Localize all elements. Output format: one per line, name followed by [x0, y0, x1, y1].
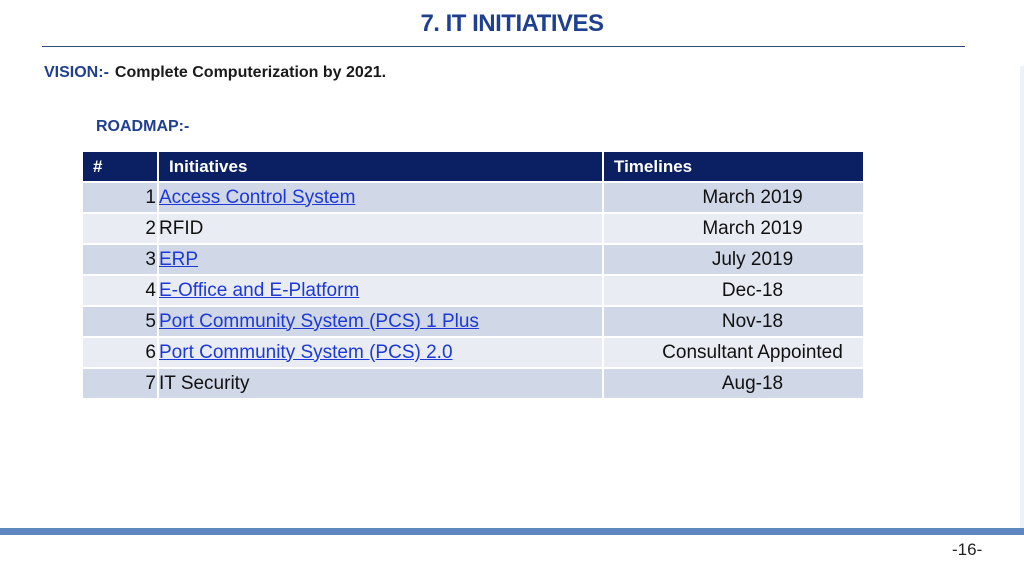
header-number: # [83, 152, 159, 182]
row-number: 6 [83, 336, 159, 368]
initiatives-table: # Initiatives Timelines 1 Access Control … [83, 152, 863, 398]
row-number: 4 [83, 274, 159, 306]
row-number: 5 [83, 305, 159, 337]
row-number: 1 [83, 181, 159, 213]
row-number: 2 [83, 212, 159, 244]
row-number: 3 [83, 243, 159, 275]
page-number: -16- [952, 540, 983, 559]
row-timeline: July 2019 [603, 243, 863, 275]
initiative-link[interactable]: Port Community System (PCS) 2.0 [159, 341, 453, 363]
table-body: 1 Access Control System March 2019 2 RFID Mar… [83, 181, 863, 398]
row-initiative: ERP [158, 243, 604, 275]
row-timeline: March 2019 [603, 212, 863, 244]
table-row: 1 Access Control System March 2019 [83, 181, 863, 213]
slide-title: 7. IT INITIATIVES [420, 10, 604, 37]
row-initiative: Port Community System (PCS) 1 Plus [158, 305, 604, 337]
table-row: 2 RFID March 2019 [83, 212, 863, 244]
row-timeline: Dec-18 [603, 274, 863, 306]
row-timeline: Aug-18 [603, 367, 863, 398]
table-row: 6 Port Community System (PCS) 2.0 Consulta… [83, 336, 863, 368]
row-initiative: Port Community System (PCS) 2.0 [158, 336, 604, 368]
row-timeline: March 2019 [603, 181, 863, 213]
footer-bar [0, 528, 1024, 535]
vision-line: VISION:- Complete Computerization by 2021… [44, 64, 386, 82]
roadmap-label: ROADMAP:- [96, 118, 190, 135]
vision-text: Complete Computerization by 2021. [114, 64, 387, 81]
row-timeline: Nov-18 [603, 305, 863, 337]
header-timelines: Timelines [603, 152, 863, 182]
header-initiatives: Initiatives [158, 152, 604, 182]
initiative-link[interactable]: Port Community System (PCS) 1 Plus [159, 310, 479, 332]
table-row: 5 Port Community System (PCS) 1 Plus Nov-1… [83, 305, 863, 337]
row-initiative: E-Office and E-Platform [158, 274, 604, 306]
row-initiative: Access Control System [158, 181, 604, 213]
row-initiative: IT Security [158, 367, 604, 398]
table-header-row: # Initiatives Timelines [83, 152, 863, 182]
table-row: 3 ERP July 2019 [83, 243, 863, 275]
row-initiative: RFID [158, 212, 604, 244]
initiative-link[interactable]: ERP [159, 248, 199, 270]
row-timeline: Consultant Appointed [603, 336, 863, 368]
table-row: 4 E-Office and E-Platform Dec-18 [83, 274, 863, 306]
table-row: 7 IT Security Aug-18 [83, 367, 863, 398]
vision-label: VISION:- [44, 64, 109, 81]
initiative-link[interactable]: E-Office and E-Platform [159, 279, 360, 301]
row-number: 7 [83, 367, 159, 398]
edge-strip [1020, 66, 1024, 528]
initiative-link[interactable]: Access Control System [159, 186, 356, 208]
title-divider [42, 46, 965, 47]
